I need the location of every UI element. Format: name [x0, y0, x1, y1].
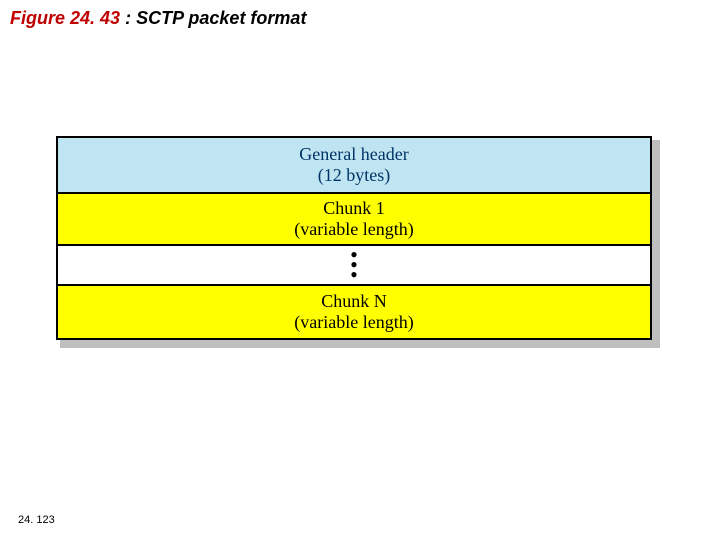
chunk-n-row: Chunk N (variable length) — [58, 286, 650, 338]
row-label: Chunk 1 — [58, 198, 650, 219]
general-header-row: General header (12 bytes) — [58, 138, 650, 194]
row-sublabel: (variable length) — [58, 219, 650, 240]
slide: Figure 24. 43 : SCTP packet format Gener… — [0, 0, 720, 540]
page-number: 24. 123 — [18, 514, 55, 526]
diagram-body: General header (12 bytes) Chunk 1 (varia… — [56, 136, 652, 340]
figure-number: Figure 24. 43 — [10, 8, 120, 28]
row-sublabel: (variable length) — [58, 312, 650, 333]
row-label: General header — [58, 144, 650, 165]
ellipsis-row: • • • — [58, 246, 650, 286]
figure-separator: : — [120, 8, 136, 28]
row-sublabel: (12 bytes) — [58, 165, 650, 186]
chunk-1-row: Chunk 1 (variable length) — [58, 194, 650, 246]
figure-text: SCTP packet format — [136, 8, 306, 28]
dot-icon: • — [350, 270, 358, 280]
packet-diagram: General header (12 bytes) Chunk 1 (varia… — [60, 140, 660, 348]
row-label: Chunk N — [58, 291, 650, 312]
figure-title: Figure 24. 43 : SCTP packet format — [10, 8, 306, 29]
diagram-shadow: General header (12 bytes) Chunk 1 (varia… — [60, 140, 660, 348]
